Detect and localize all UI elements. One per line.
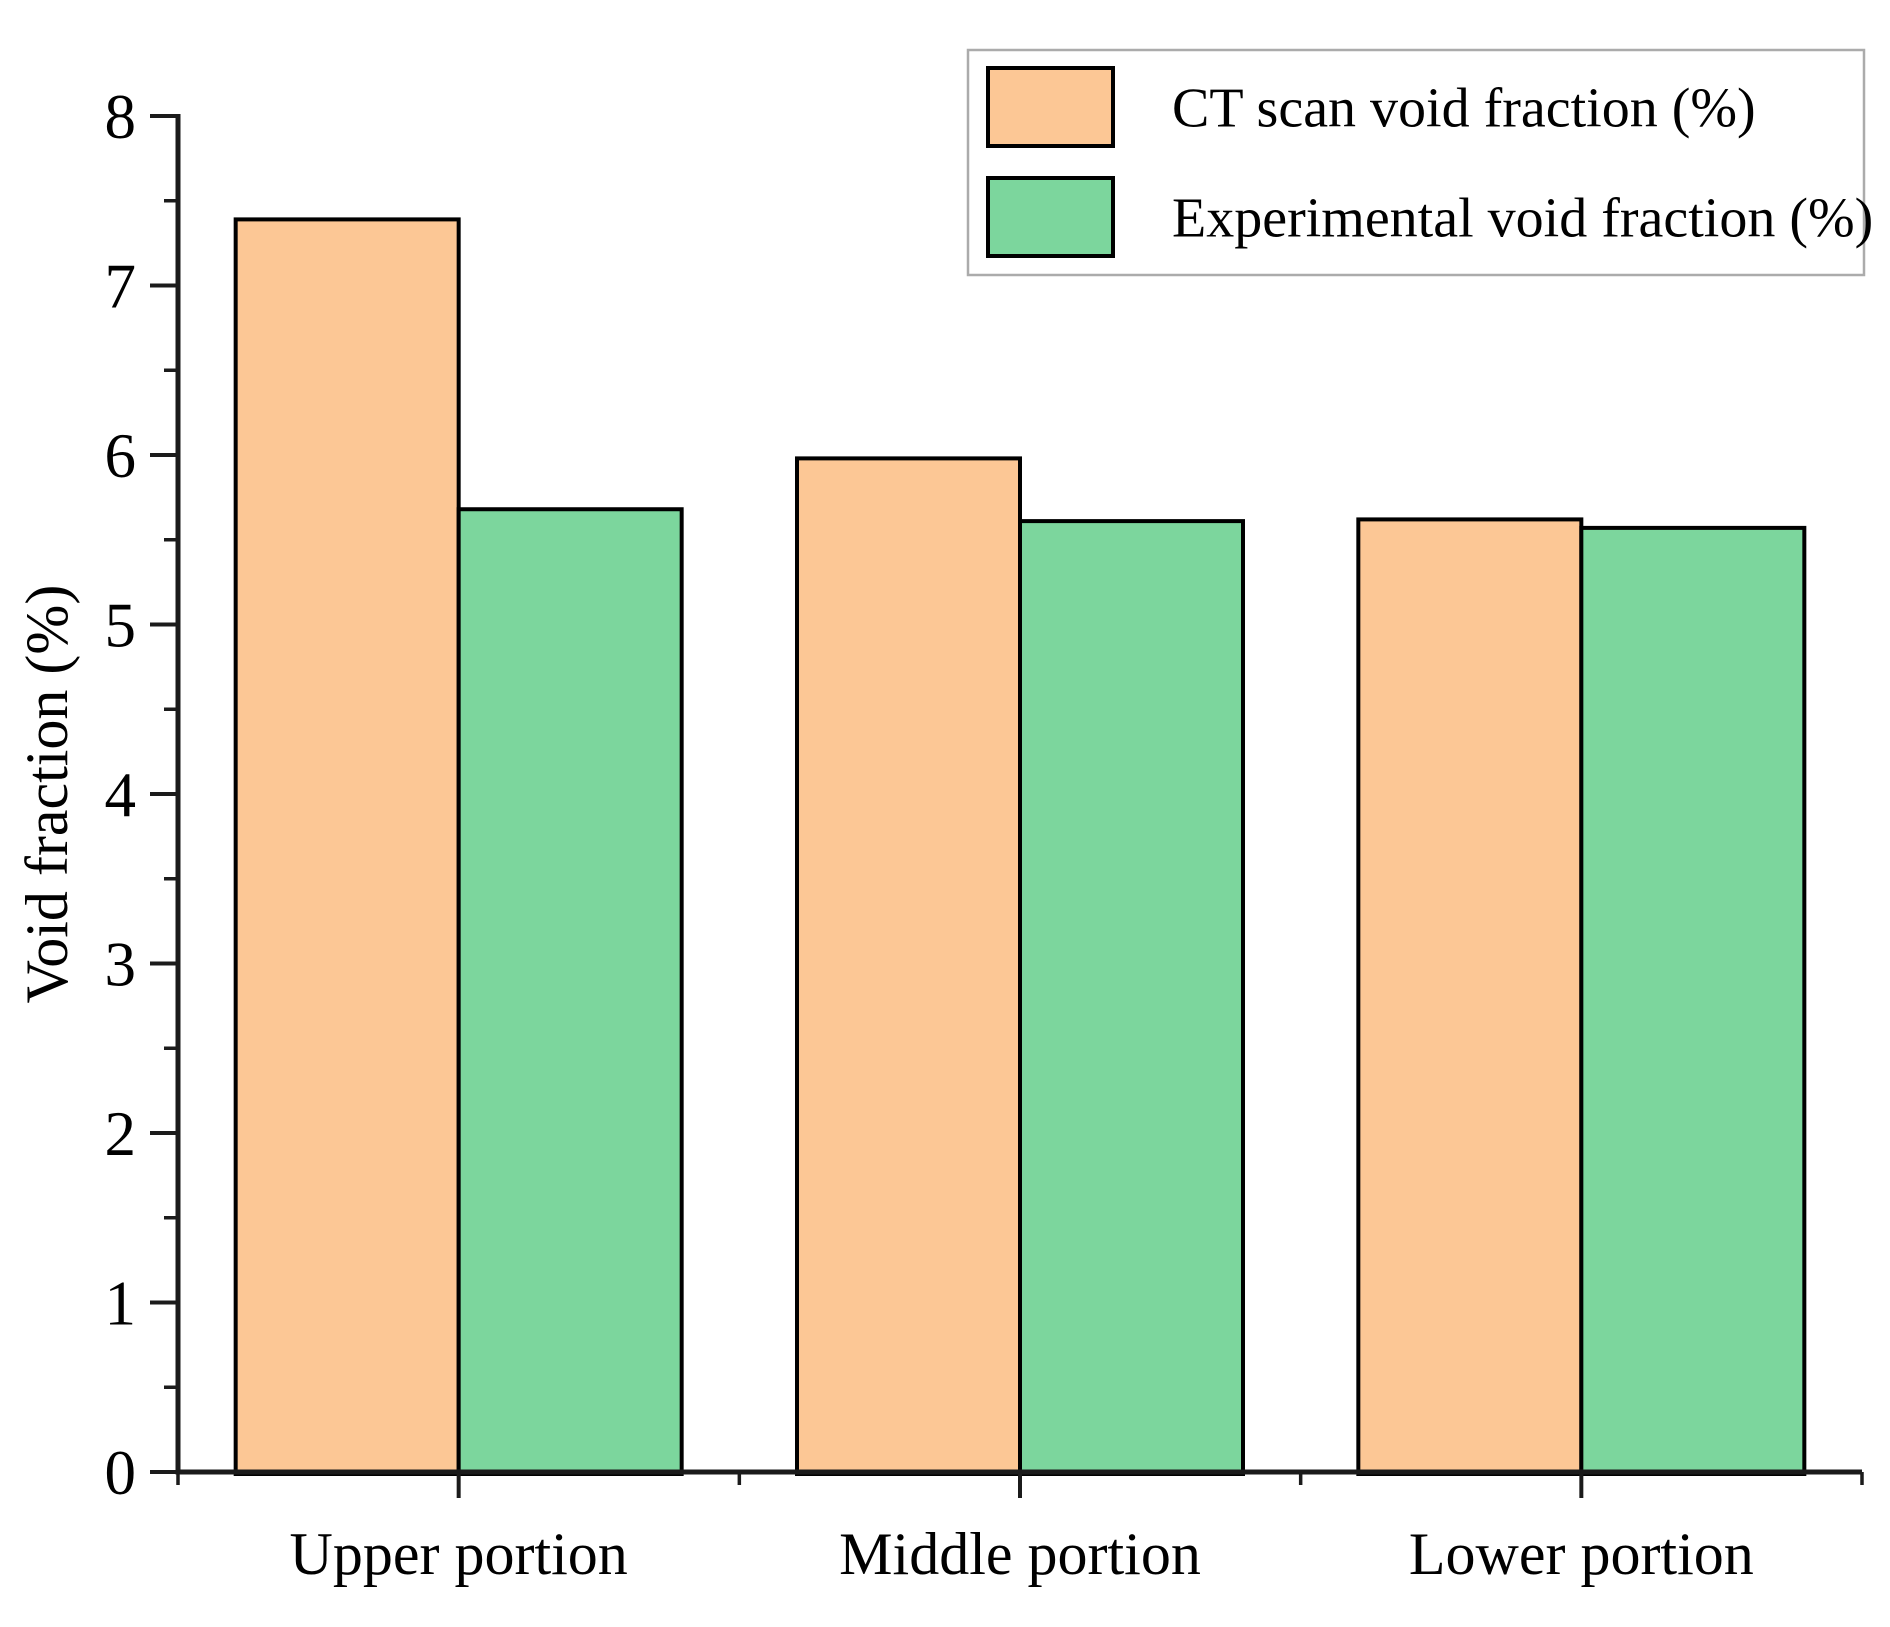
y-tick-label-7: 7: [105, 252, 137, 322]
y-tick-label-2: 2: [105, 1099, 137, 1169]
bar-ct-scan-middle-portion: [795, 456, 1022, 1476]
x-category-label-middle-portion: Middle portion: [839, 1521, 1201, 1587]
x-axis: Upper portion Middle portion Lower portion: [175, 1469, 1864, 1587]
y-axis: 0 1 2 3 4 5 6 7 8: [105, 82, 181, 1508]
x-category-label-lower-portion: Lower portion: [1409, 1521, 1754, 1587]
y-tick-label-3: 3: [105, 930, 137, 1000]
y-tick-label-8: 8: [105, 82, 137, 152]
bar-experimental-middle-portion: [1018, 519, 1245, 1476]
bar-ct-scan-lower-portion: [1356, 517, 1584, 1476]
y-tick-label-6: 6: [105, 421, 137, 491]
legend-swatch-ct-scan: [986, 66, 1115, 148]
y-tick-label-5: 5: [105, 591, 137, 661]
legend-box: [966, 48, 1866, 277]
y-tick-label-0: 0: [105, 1438, 137, 1508]
x-category-label-upper-portion: Upper portion: [290, 1521, 628, 1587]
bar-experimental-lower-portion: [1579, 525, 1807, 1476]
bar-ct-scan-upper-portion: [233, 217, 461, 1476]
bar-experimental-upper-portion: [456, 507, 684, 1476]
legend-label-experimental: Experimental void fraction (%): [1172, 188, 1873, 250]
y-tick-label-1: 1: [105, 1269, 137, 1339]
y-axis-title: Void fraction (%): [14, 585, 80, 1004]
legend: CT scan void fraction (%) Experimental vo…: [966, 48, 1873, 277]
y-tick-label-4: 4: [105, 760, 137, 830]
legend-swatch-experimental: [986, 176, 1115, 258]
bars-group: [233, 217, 1807, 1476]
legend-label-ct-scan: CT scan void fraction (%): [1172, 78, 1756, 140]
